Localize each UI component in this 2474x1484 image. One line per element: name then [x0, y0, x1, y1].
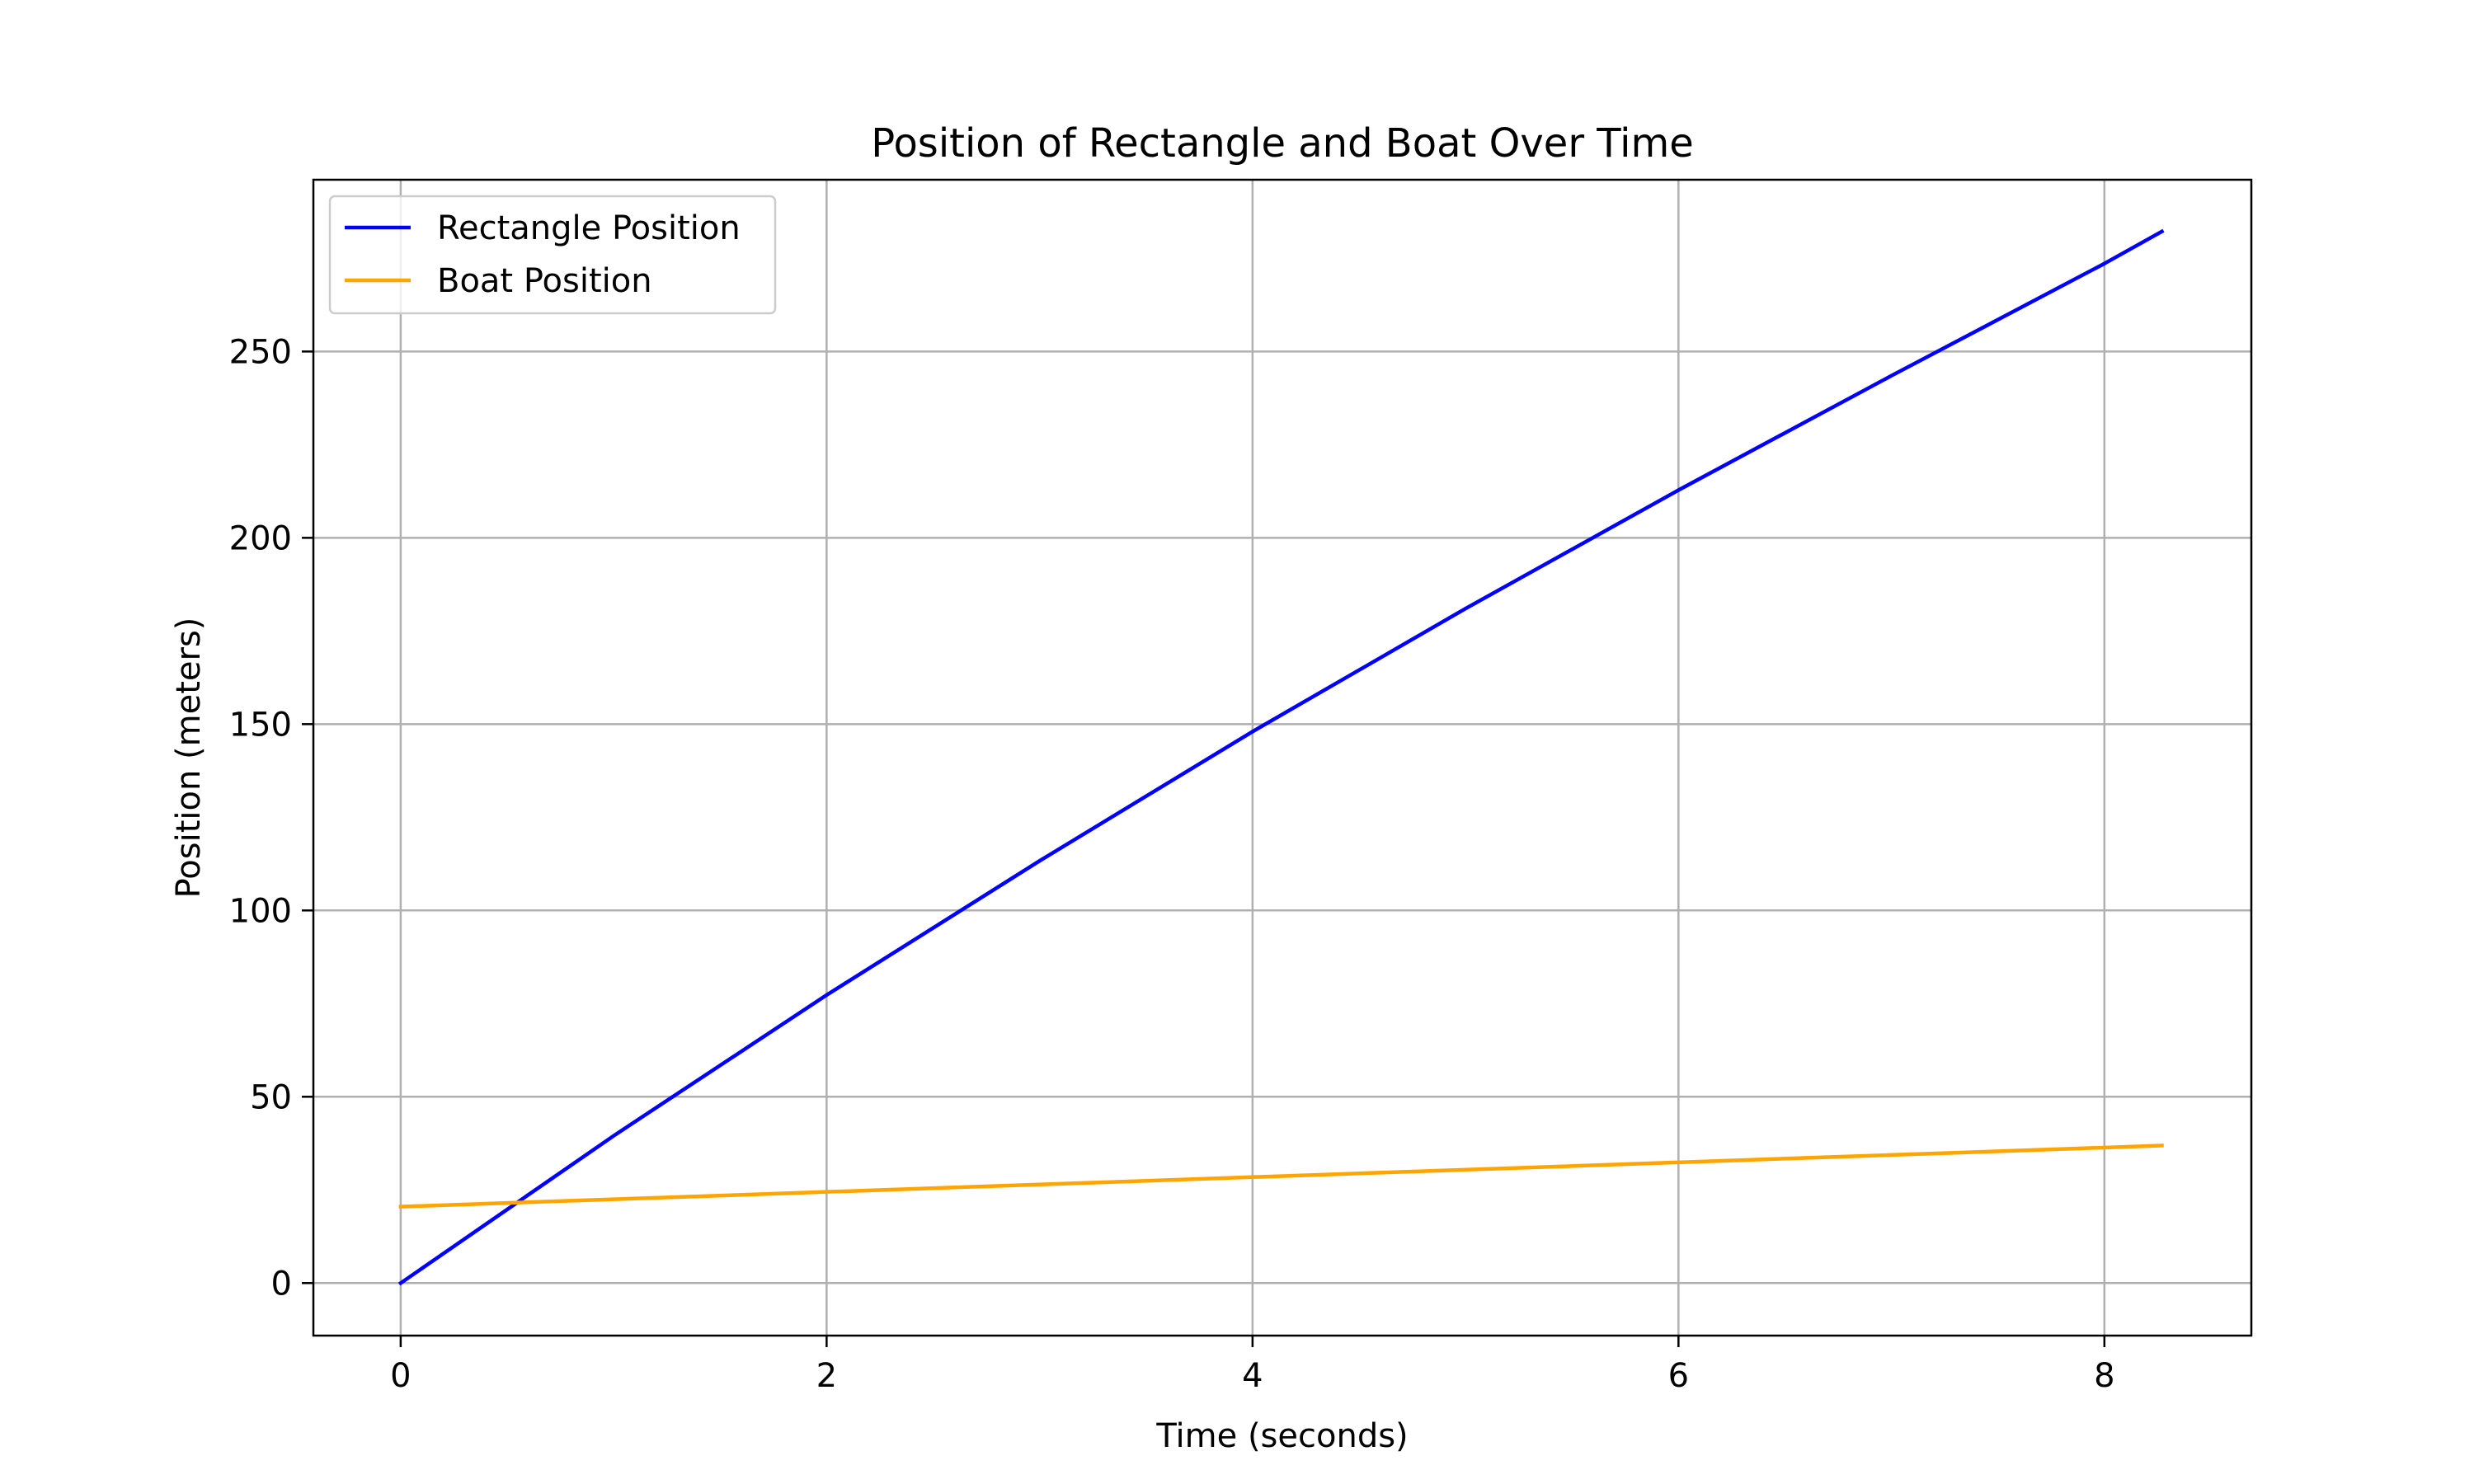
y-tick-label: 250: [229, 333, 292, 371]
grid-lines: [313, 180, 2251, 1336]
legend-box: [328, 195, 777, 315]
series-line-1: [397, 228, 2165, 1286]
y-tick-label: 0: [271, 1265, 292, 1303]
axis-ticks: 0 2 4 6 8 0 50 100 150 200 250: [229, 333, 2115, 1395]
legend-label-2: Boat Position: [437, 262, 652, 300]
y-tick-label: 200: [229, 519, 292, 557]
x-tick-label: 2: [816, 1357, 837, 1395]
series-line-2: [398, 1144, 2164, 1209]
legend: Rectangle Position Boat Position: [328, 195, 777, 315]
x-tick-label: 6: [1668, 1357, 1689, 1395]
plot-frame: [312, 178, 2253, 1337]
x-tick-label: 4: [1242, 1357, 1263, 1395]
y-tick-label: 100: [229, 892, 292, 930]
x-tick-label: 0: [390, 1357, 411, 1395]
x-axis-label: Time (seconds): [1155, 1417, 1408, 1455]
y-tick-label: 50: [250, 1078, 292, 1116]
legend-label-1: Rectangle Position: [437, 209, 741, 247]
series-lines: [397, 228, 2165, 1286]
x-tick-label: 8: [2094, 1357, 2114, 1395]
chart-title: Position of Rectangle and Boat Over Time: [871, 120, 1694, 167]
y-axis-label: Position (meters): [170, 618, 208, 899]
y-tick-label: 150: [229, 706, 292, 744]
